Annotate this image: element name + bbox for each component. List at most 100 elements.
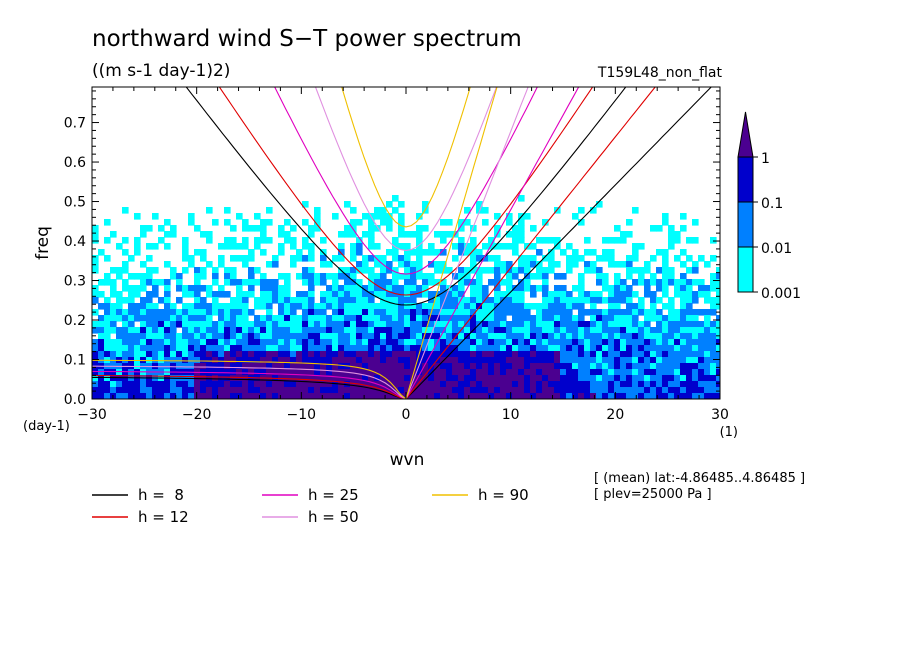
heat-cell [566, 321, 573, 328]
heat-cell [644, 315, 651, 322]
heat-cell [482, 243, 489, 250]
heat-cell [326, 339, 333, 346]
heat-cell [458, 357, 465, 364]
heat-cell [650, 291, 657, 298]
heat-cell [230, 315, 237, 322]
heat-cell [458, 243, 465, 250]
heat-cell [122, 237, 129, 244]
heat-cell [530, 315, 537, 322]
heat-cell [710, 237, 717, 244]
heat-cell [446, 333, 453, 340]
heat-cell [644, 345, 651, 352]
dispersion-curves [92, 87, 712, 399]
heat-cell [398, 381, 405, 388]
heat-cell [488, 345, 495, 352]
heat-cell [230, 327, 237, 334]
heat-cell [386, 363, 393, 370]
heat-cell [554, 363, 561, 370]
heat-cell [206, 321, 213, 328]
heat-cell [350, 387, 357, 394]
heat-cell [656, 381, 663, 388]
heat-cell [308, 351, 315, 358]
heat-cell [332, 345, 339, 352]
heat-cell [92, 393, 99, 399]
heat-cell [434, 291, 441, 298]
heat-cell [686, 309, 693, 316]
heat-cell [206, 231, 213, 238]
heat-cell [638, 381, 645, 388]
heat-cell [92, 321, 99, 328]
heat-cell [500, 393, 507, 399]
heat-cell [152, 381, 159, 388]
heat-cell [626, 321, 633, 328]
heat-cell [278, 309, 285, 316]
heat-cell [710, 327, 717, 334]
heat-cell [590, 339, 597, 346]
heat-cell [680, 375, 687, 382]
heat-cell [374, 285, 381, 292]
heat-cell [128, 303, 135, 310]
heat-cell [476, 315, 483, 322]
heat-cell [188, 213, 195, 220]
heat-cell [188, 321, 195, 328]
heat-cell [614, 303, 621, 310]
heat-cell [254, 381, 261, 388]
heat-cell [122, 249, 129, 256]
heat-cell [410, 351, 417, 358]
heat-cell [524, 261, 531, 268]
heat-cell [548, 333, 555, 340]
heat-cell [506, 321, 513, 328]
heat-cell [518, 279, 525, 286]
heat-cell [374, 345, 381, 352]
heat-cell [476, 309, 483, 316]
heat-cell [362, 297, 369, 304]
heat-cell [680, 285, 687, 292]
heat-cell [224, 273, 231, 280]
heat-cell [266, 345, 273, 352]
heat-cell [182, 387, 189, 394]
heat-cell [632, 381, 639, 388]
heat-cell [284, 345, 291, 352]
heat-cell [608, 363, 615, 370]
heat-cell [428, 243, 435, 250]
heat-cell [704, 369, 711, 376]
heat-cell [632, 339, 639, 346]
heat-cell [242, 279, 249, 286]
heat-cell [248, 381, 255, 388]
heat-cell [320, 291, 327, 298]
heat-cell [290, 339, 297, 346]
heat-cell [218, 375, 225, 382]
heat-cell [368, 375, 375, 382]
heat-cell [308, 279, 315, 286]
heat-cell [422, 279, 429, 286]
heat-cell [218, 243, 225, 250]
heat-cell [356, 369, 363, 376]
heat-cell [416, 357, 423, 364]
heat-cell [104, 351, 111, 358]
heat-cell [668, 231, 675, 238]
heat-cell [140, 393, 147, 399]
heat-cell [566, 369, 573, 376]
heat-cell [170, 225, 177, 232]
heat-cell [308, 321, 315, 328]
heat-cell [410, 315, 417, 322]
heat-cell [116, 291, 123, 298]
heat-cell [218, 261, 225, 268]
heat-cell [572, 303, 579, 310]
heat-cell [656, 285, 663, 292]
heat-cell [710, 363, 717, 370]
heat-cell [548, 357, 555, 364]
heat-cell [158, 315, 165, 322]
heat-cell [278, 273, 285, 280]
heat-cell [122, 321, 129, 328]
heat-cell [620, 351, 627, 358]
heat-cell [290, 237, 297, 244]
heat-cell [704, 309, 711, 316]
heat-cell [596, 273, 603, 280]
heat-cell [248, 267, 255, 274]
heat-cell [608, 345, 615, 352]
heat-cell [254, 321, 261, 328]
heat-cell [284, 387, 291, 394]
heat-cell [146, 315, 153, 322]
heat-cell [332, 279, 339, 286]
